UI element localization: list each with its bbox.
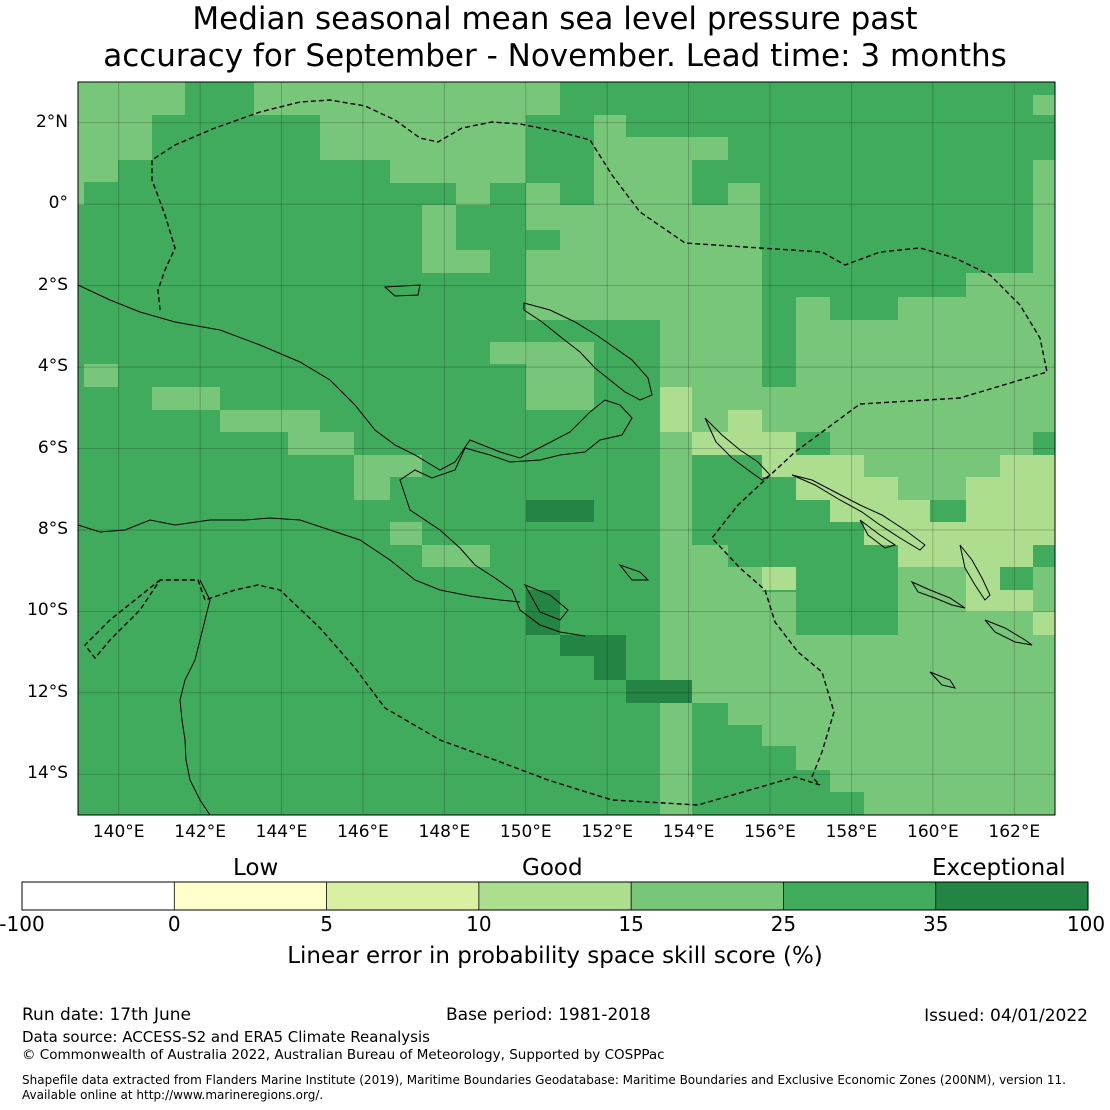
run-date: Run date: 17th June <box>22 1005 191 1025</box>
data-source: Data source: ACCESS-S2 and ERA5 Climate … <box>22 1028 430 1046</box>
colorbar-tick: 25 <box>753 912 813 936</box>
lon-label: 156°E <box>730 822 810 842</box>
lon-label: 148°E <box>404 822 484 842</box>
colorbar-segment <box>174 882 326 910</box>
lon-label: 150°E <box>486 822 566 842</box>
colorbar-segment <box>783 882 935 910</box>
colorbar-tick: 10 <box>449 912 509 936</box>
map-area <box>78 82 1055 815</box>
colorbar-segment <box>327 882 479 910</box>
lat-label: 10°S <box>0 600 68 620</box>
lat-label: 2°S <box>0 275 68 295</box>
base-period: Base period: 1981-2018 <box>446 1005 651 1025</box>
copyright-notice: © Commonwealth of Australia 2022, Austra… <box>22 1047 665 1063</box>
lat-label: 14°S <box>0 763 68 783</box>
colorbar-segment <box>479 882 631 910</box>
lon-label: 162°E <box>974 822 1054 842</box>
lon-label: 152°E <box>567 822 647 842</box>
lat-label: 6°S <box>0 438 68 458</box>
lon-label: 140°E <box>79 822 159 842</box>
lon-label: 154°E <box>649 822 729 842</box>
colorbar-segment <box>936 882 1088 910</box>
lon-label: 158°E <box>811 822 891 842</box>
colorbar-tick: 15 <box>601 912 661 936</box>
lat-label: 4°S <box>0 356 68 376</box>
lat-label: 12°S <box>0 682 68 702</box>
issued-date: Issued: 04/01/2022 <box>924 1006 1088 1026</box>
shapefile-credit-line-1: Shapefile data extracted from Flanders M… <box>22 1073 1066 1087</box>
category-label-good: Good <box>522 855 583 881</box>
colorbar-tick: 5 <box>297 912 357 936</box>
colorbar <box>22 882 1088 910</box>
colorbar-segment <box>631 882 783 910</box>
category-label-exceptional: Exceptional <box>932 855 1066 881</box>
lat-label: 8°S <box>0 519 68 539</box>
colorbar-tick: 100 <box>1056 912 1110 936</box>
lon-label: 144°E <box>242 822 322 842</box>
lat-label: 0° <box>0 193 68 213</box>
colorbar-tick: 0 <box>144 912 204 936</box>
colorbar-label: Linear error in probability space skill … <box>0 943 1110 969</box>
colorbar-tick: 35 <box>906 912 966 936</box>
colorbar-segment <box>22 882 174 910</box>
lon-label: 146°E <box>323 822 403 842</box>
colorbar-tick: -100 <box>0 912 52 936</box>
lat-label: 2°N <box>0 112 68 132</box>
lon-label: 160°E <box>893 822 973 842</box>
category-label-low: Low <box>233 855 278 881</box>
shapefile-credit-line-2: Available online at http://www.marinereg… <box>22 1088 323 1102</box>
lon-label: 142°E <box>160 822 240 842</box>
